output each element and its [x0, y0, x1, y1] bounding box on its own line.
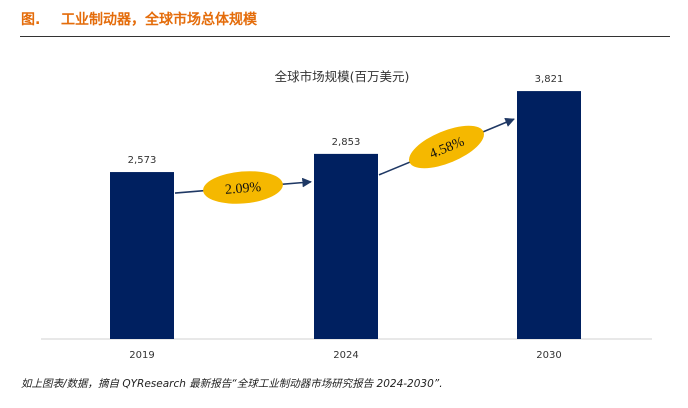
growth-ellipse-1 [203, 171, 283, 204]
x-tick-label-2019: 2019 [129, 350, 154, 361]
growth-badge-2: 4.58% [409, 125, 484, 169]
growth-badge-1: 2.09% [203, 171, 283, 204]
growth-rate-label-1: 2.09% [224, 180, 262, 198]
bar-value-label-2019: 2,573 [128, 155, 157, 166]
figure-title: 工业制动器，全球市场总体规模 [61, 12, 257, 28]
growth-ellipse-2 [409, 125, 484, 169]
figure-label: 图. [21, 12, 41, 28]
bar-value-label-2030: 3,821 [535, 74, 564, 85]
source-note: 如上图表/数据，摘自 QYResearch 最新报告“全球工业制动器市场研究报告… [21, 378, 443, 390]
chart-title: 全球市场规模(百万美元) [275, 69, 410, 84]
bar-value-label-2024: 2,853 [332, 137, 361, 148]
bar-2024 [314, 153, 378, 339]
figure-header: 图. 工业制动器，全球市场总体规模 [21, 9, 257, 29]
x-tick-label-2024: 2024 [333, 350, 358, 361]
bar-2019 [110, 172, 174, 339]
x-tick-label-2030: 2030 [536, 350, 561, 361]
header-divider [20, 36, 670, 37]
bar-2030 [517, 91, 581, 339]
